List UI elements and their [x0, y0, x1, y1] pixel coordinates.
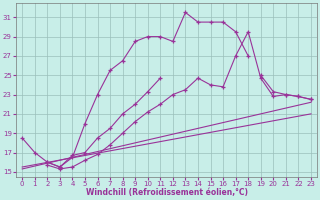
X-axis label: Windchill (Refroidissement éolien,°C): Windchill (Refroidissement éolien,°C)	[85, 188, 248, 197]
